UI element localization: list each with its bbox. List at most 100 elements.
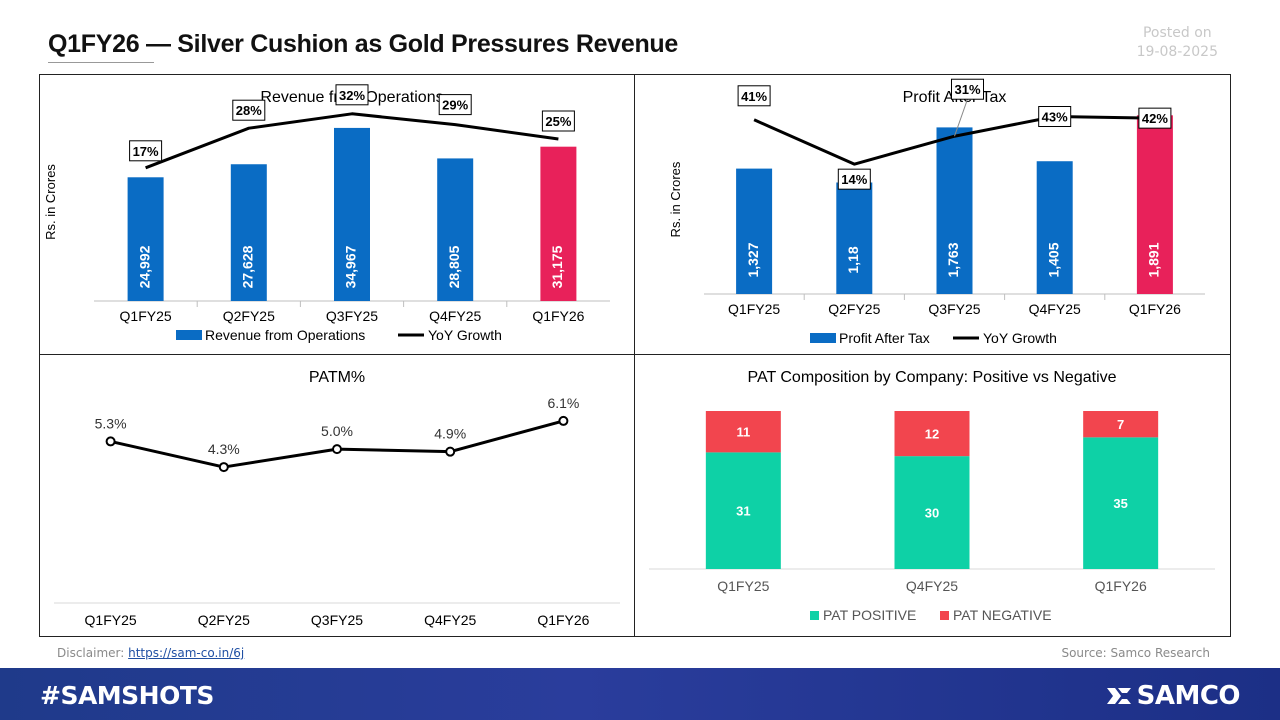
- bar-value-label: 28,805: [446, 245, 462, 288]
- pat-composition-chart: PAT Composition by Company: Positive vs …: [649, 369, 1215, 623]
- disclaimer-link[interactable]: https://sam-co.in/6j: [128, 646, 245, 660]
- yoy-growth-label: 29%: [442, 98, 468, 113]
- yoy-growth-label: 41%: [741, 89, 767, 104]
- x-tick-label: Q4FY25: [906, 578, 958, 594]
- grid-divider-vertical: [634, 74, 635, 637]
- legend-label-bar: Revenue from Operations: [205, 327, 365, 343]
- x-tick-label: Q1FY25: [85, 612, 137, 628]
- x-tick-label: Q1FY26: [537, 612, 589, 628]
- x-tick-label: Q1FY26: [532, 308, 584, 324]
- x-tick-label: Q1FY25: [120, 308, 172, 324]
- patm-point: [558, 415, 569, 426]
- disclaimer-label: Disclaimer:: [57, 646, 125, 660]
- yoy-growth-line: [145, 112, 559, 170]
- bar-value-label: 24,992: [136, 245, 152, 288]
- x-tick-label: Q2FY25: [223, 308, 275, 324]
- x-tick-label: Q4FY25: [429, 308, 481, 324]
- yoy-growth-label-box: [1138, 107, 1172, 129]
- bar-pat-positive: [894, 456, 970, 569]
- legend-label-bar: Profit After Tax: [839, 330, 930, 346]
- legend-label-negative: PAT NEGATIVE: [953, 607, 1052, 623]
- chart-title: PAT Composition by Company: Positive vs …: [747, 369, 1116, 386]
- yoy-growth-label: 32%: [339, 88, 365, 103]
- bar: [334, 127, 370, 301]
- negative-value-label: 7: [1117, 417, 1124, 432]
- bar-pat-negative: [1083, 411, 1159, 438]
- yoy-growth-label-box: [335, 84, 369, 106]
- x-tick-label: Q2FY25: [828, 301, 880, 317]
- samco-logo-icon: [1106, 688, 1131, 704]
- chart-title: PATM%: [309, 369, 365, 386]
- negative-value-label: 11: [736, 425, 750, 440]
- hashtag: #SAMSHOTS: [40, 681, 214, 710]
- bar: [1136, 115, 1173, 294]
- yoy-growth-label-box: [1038, 106, 1072, 128]
- legend-swatch-negative: [940, 611, 949, 620]
- legend-swatch-bar: [810, 333, 836, 343]
- brand-name: SAMCO: [1136, 681, 1241, 711]
- bar-pat-positive: [1083, 437, 1159, 569]
- yoy-growth-label: 14%: [841, 172, 867, 187]
- bar-value-label: 31,175: [549, 245, 565, 288]
- x-tick-label: Q1FY25: [717, 578, 769, 594]
- patm-point: [105, 436, 116, 447]
- bar-pat-negative: [705, 411, 781, 453]
- patm-value-label: 6.1%: [547, 395, 579, 411]
- yoy-growth-label: 17%: [133, 144, 159, 159]
- yoy-growth-label-box: [438, 94, 472, 116]
- patm-value-label: 5.0%: [321, 423, 353, 439]
- source-note: Source: Samco Research: [1061, 646, 1210, 660]
- y-axis-label: Rs. in Crores: [43, 164, 58, 240]
- posted-label: Posted on: [1142, 25, 1212, 41]
- legend-label-positive: PAT POSITIVE: [823, 607, 916, 623]
- posted-date: 19-08-2025: [1136, 44, 1218, 60]
- x-tick-label: Q4FY25: [424, 612, 476, 628]
- bar-value-label: 1,405: [1045, 242, 1061, 277]
- data-label-leader: [954, 99, 968, 137]
- bar-value-label: 1,18: [845, 246, 861, 273]
- pat-chart: Profit After Tax Rs. in Crores 1,327 Q1FY25…: [668, 78, 1205, 346]
- bar-pat-negative: [894, 411, 970, 457]
- yoy-growth-label: 28%: [236, 103, 262, 118]
- bar: [1036, 161, 1073, 294]
- bar: [230, 164, 267, 301]
- yoy-growth-label-box: [232, 99, 266, 121]
- revenue-chart: Revenue from Operations Rs. in Crores 24,9…: [43, 84, 610, 343]
- bar: [127, 177, 164, 301]
- patm-value-label: 4.9%: [434, 426, 466, 442]
- negative-value-label: 12: [925, 427, 939, 442]
- yoy-growth-label: 42%: [1142, 111, 1168, 126]
- patm-value-label: 4.3%: [208, 441, 240, 457]
- chart-grid: [39, 74, 1231, 637]
- yoy-growth-label-box: [737, 85, 771, 107]
- bar-value-label: 1,327: [745, 242, 761, 277]
- bar-value-label: 1,891: [1146, 242, 1162, 277]
- yoy-growth-label: 31%: [954, 82, 980, 97]
- legend-label-line: YoY Growth: [983, 330, 1057, 346]
- posted-date-stamp: Posted on 19-08-2025: [1137, 24, 1218, 62]
- positive-value-label: 30: [925, 506, 939, 521]
- positive-value-label: 31: [736, 504, 750, 519]
- grid-divider-horizontal: [39, 354, 1231, 355]
- yoy-growth-line: [753, 115, 1155, 166]
- x-tick-label: Q3FY25: [311, 612, 363, 628]
- footer-band: [0, 668, 1280, 720]
- bar: [437, 158, 474, 301]
- disclaimer: Disclaimer: https://sam-co.in/6j: [57, 646, 244, 660]
- legend-label-line: YoY Growth: [428, 327, 502, 343]
- brand-logo: SAMCO: [1105, 681, 1241, 711]
- x-tick-label: Q1FY25: [728, 301, 780, 317]
- page-title: Q1FY26 — Silver Cushion as Gold Pressure…: [48, 30, 678, 58]
- legend-swatch-positive: [810, 611, 819, 620]
- patm-chart: PATM% 5.3% Q1FY25 4.3% Q2FY25 5.0% Q3FY25 4.9% Q…: [54, 369, 620, 628]
- patm-value-label: 5.3%: [95, 415, 127, 431]
- title-underline: [48, 62, 154, 63]
- x-tick-label: Q1FY26: [1095, 578, 1147, 594]
- bar-pat-positive: [705, 452, 781, 569]
- x-tick-label: Q2FY25: [198, 612, 250, 628]
- yoy-growth-label-box: [837, 168, 871, 190]
- bar-value-label: 27,628: [240, 245, 256, 288]
- yoy-growth-label: 43%: [1042, 110, 1068, 125]
- yoy-growth-label-box: [951, 78, 984, 100]
- x-tick-label: Q4FY25: [1029, 301, 1081, 317]
